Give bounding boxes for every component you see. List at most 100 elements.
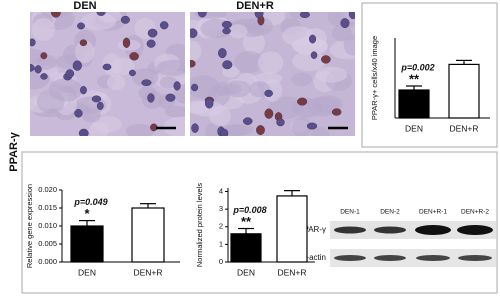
y-axis-label: Relative gene expression <box>25 184 34 268</box>
figure-label: PPAR-γ <box>8 131 20 171</box>
x-tick-label: DEN+R <box>277 267 306 277</box>
nucleus <box>30 63 35 72</box>
tissue <box>163 116 185 136</box>
nucleus <box>306 122 318 130</box>
tissue <box>36 90 65 114</box>
nucleus <box>129 52 139 61</box>
nucleus <box>331 108 342 116</box>
nucleus <box>80 86 87 95</box>
bar <box>230 233 262 263</box>
lane-label: DEN-2 <box>380 209 400 216</box>
band <box>415 225 451 235</box>
x-tick-label: DEN <box>405 123 423 133</box>
bar <box>398 89 430 119</box>
nucleus <box>297 97 308 106</box>
nucleus <box>221 20 232 29</box>
nucleus <box>30 38 36 47</box>
y-axis-label: Normalized protein levels <box>195 183 204 267</box>
tissue <box>75 40 95 64</box>
band <box>457 225 493 235</box>
nucleus <box>78 128 89 136</box>
image-label: DEN <box>73 0 96 12</box>
tissue <box>228 24 248 39</box>
nucleus <box>72 60 82 71</box>
y-tick-label: 0.010 <box>38 221 57 230</box>
tissue <box>234 50 264 74</box>
tissue <box>156 59 185 76</box>
nucleus <box>222 60 233 70</box>
tissue <box>131 68 159 87</box>
nucleus <box>96 12 106 16</box>
tissue <box>242 31 266 55</box>
tissue <box>164 105 185 118</box>
nucleus <box>40 73 48 80</box>
nucleus <box>122 37 131 48</box>
blot-strip <box>330 249 496 267</box>
nucleus <box>321 55 331 64</box>
tissue <box>159 76 178 89</box>
panel-frame <box>361 2 498 148</box>
tissue <box>97 12 122 23</box>
image-label: DEN+R <box>236 0 274 12</box>
nucleus <box>147 93 155 103</box>
significance: ** <box>409 71 420 86</box>
nucleus <box>65 69 75 78</box>
y-tick-label: 3 <box>219 204 223 213</box>
band <box>416 255 450 261</box>
tissue <box>190 40 202 62</box>
nucleus <box>299 12 310 18</box>
tissue <box>315 66 348 83</box>
nucleus <box>264 89 273 97</box>
nucleus <box>191 83 199 92</box>
panel-frame <box>21 151 498 294</box>
tissue <box>310 126 330 136</box>
p-value: p=0.008 <box>232 205 266 215</box>
nucleus <box>129 69 136 77</box>
tissue <box>190 75 220 99</box>
nucleus <box>50 12 61 18</box>
bar <box>131 207 165 263</box>
tissue <box>36 54 57 70</box>
tissue <box>291 37 328 55</box>
bar <box>70 225 104 263</box>
nucleus <box>40 52 48 60</box>
tissue <box>31 18 56 42</box>
tissue <box>291 116 312 136</box>
row-label: PPAR-γ <box>298 225 326 234</box>
nucleus <box>191 123 199 133</box>
nucleus <box>102 63 112 71</box>
nucleus <box>309 34 317 44</box>
y-tick-label: 4 <box>219 187 223 196</box>
band <box>458 255 492 261</box>
tissue <box>292 51 326 72</box>
tissue <box>92 116 123 133</box>
nucleus <box>190 59 196 68</box>
nucleus <box>120 15 130 24</box>
nucleus <box>34 65 42 74</box>
nucleus <box>243 117 253 125</box>
bar <box>276 195 308 263</box>
nucleus <box>74 109 83 118</box>
nucleus <box>254 12 264 19</box>
tissue <box>222 124 248 136</box>
nucleus <box>348 12 355 20</box>
nucleus <box>141 79 152 86</box>
y-tick-label: 0.015 <box>38 203 57 212</box>
tissue <box>245 16 273 36</box>
nucleus <box>204 98 214 109</box>
nucleus <box>222 27 231 35</box>
band <box>374 226 406 234</box>
lane-label: DEN+R-2 <box>461 209 489 216</box>
row-label: β-actin <box>302 253 326 262</box>
band <box>334 255 366 261</box>
nucleus <box>77 22 85 30</box>
nucleus <box>276 118 285 127</box>
y-tick-label: 0.000 <box>38 257 57 266</box>
tissue <box>257 51 284 75</box>
nucleus <box>146 39 156 48</box>
y-tick-label: 0.020 <box>38 185 57 194</box>
nucleus <box>91 95 102 103</box>
tissue <box>291 72 312 87</box>
western-blot: DEN-1 DEN-2 DEN+R-1 DEN+R-2 PPAR-γ β-act… <box>298 209 496 267</box>
